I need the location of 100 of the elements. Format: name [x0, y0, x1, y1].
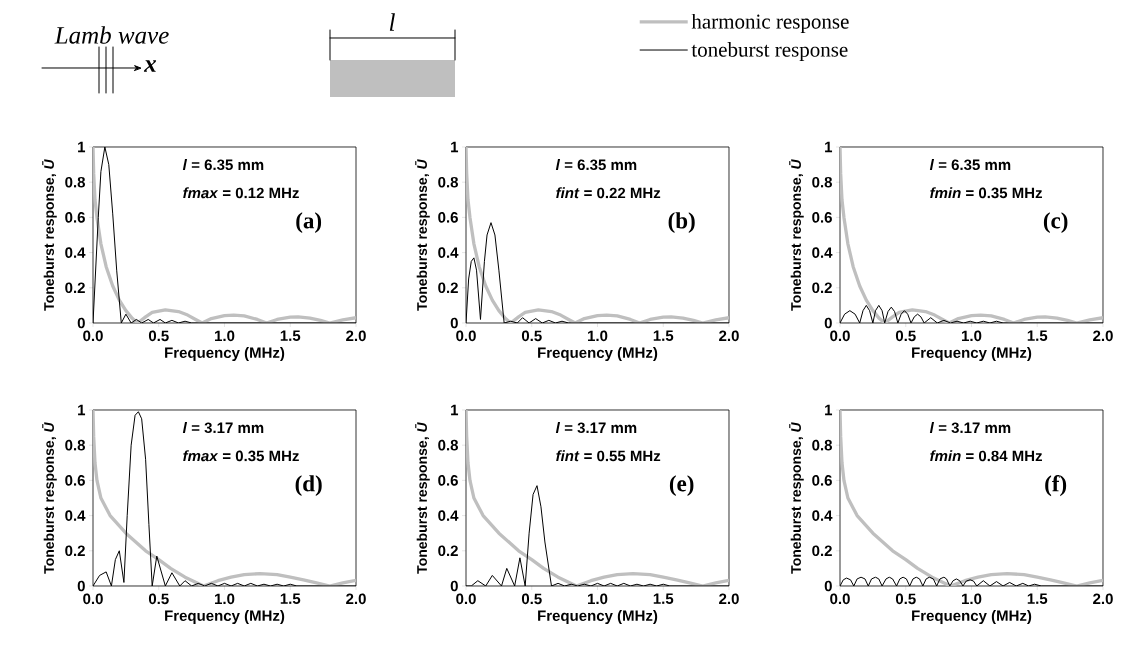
y-tick-label: 1 [451, 404, 459, 416]
annotation: fmin = 0.35 MHz [930, 187, 1042, 199]
y-tick-label: 1 [825, 141, 833, 153]
y-axis-title: Toneburst response, Ū [42, 422, 57, 574]
line-series [840, 409, 1103, 586]
annotation: fmin = 0.84 MHz [930, 450, 1042, 462]
line-series [93, 146, 356, 323]
annotation: fint = 0.55 MHz [556, 450, 661, 462]
y-tick-label: 0.8 [438, 439, 458, 451]
y-tick-label: 0.2 [438, 282, 458, 294]
y-tick-label: 0.4 [438, 247, 459, 258]
y-tick-label: 1 [451, 141, 459, 153]
y-tick-label: 0.8 [812, 439, 832, 451]
y-tick-label: 0.4 [438, 510, 459, 521]
y-tick-label: 0.4 [65, 247, 86, 258]
x-tick-label: 0.5 [521, 330, 542, 342]
x-axis-title: Frequency (MHz) [912, 610, 1032, 624]
y-tick-label: 1 [78, 404, 86, 416]
y-axis-title: Toneburst response, Ū [789, 159, 804, 311]
y-tick-label: 0 [450, 317, 458, 329]
annotation: (d) [295, 475, 322, 497]
annotation: l = 3.17 mm [182, 422, 264, 434]
x-axis-title: Frequency (MHz) [538, 610, 658, 624]
annotation: fmax = 0.12 MHz [183, 187, 299, 199]
y-tick-label: 0.6 [65, 212, 85, 223]
legend-label: toneburst response [691, 41, 848, 62]
y-axis-title: Toneburst response, Ū [42, 159, 57, 311]
y-tick-label: 0.6 [438, 212, 458, 223]
y-tick-label: 0.8 [65, 439, 86, 451]
x-tick-label: 2.0 [719, 330, 739, 342]
line-series [840, 146, 1103, 323]
y-tick-label: 0.2 [812, 545, 832, 557]
annotation: fint = 0.22 MHz [556, 187, 661, 199]
x-tick-label: 0.0 [456, 593, 476, 605]
line-series [466, 409, 729, 586]
x-tick-label: 1.0 [962, 330, 982, 342]
y-tick-label: 0 [77, 317, 85, 329]
x-tick-label: 0.5 [148, 330, 169, 342]
x-tick-label: 2.0 [1093, 593, 1113, 605]
annotation: (f) [1045, 475, 1067, 497]
x-tick-label: 2.0 [719, 593, 739, 605]
y-axis-title: Toneburst response, Ū [789, 422, 804, 574]
legend-label: harmonic response [691, 13, 849, 33]
text: x [143, 60, 157, 72]
annotation: (a) [296, 212, 322, 234]
x-tick-label: 2.0 [346, 593, 366, 605]
y-tick-label: 0.8 [438, 176, 458, 188]
line-series [466, 146, 729, 323]
x-tick-label: 0.5 [895, 330, 916, 342]
y-tick-label: 0.6 [65, 475, 85, 486]
y-tick-label: 0.6 [812, 212, 832, 223]
y-tick-label: 0 [450, 580, 458, 592]
x-tick-label: 1.0 [215, 330, 235, 342]
y-tick-label: 0.4 [812, 510, 833, 521]
x-tick-label: 1.5 [1027, 330, 1048, 341]
annotation: l = 3.17 mm [555, 422, 637, 434]
y-tick-label: 0 [824, 580, 832, 592]
x-tick-label: 0.0 [83, 593, 103, 605]
x-tick-label: 1.5 [653, 593, 674, 604]
y-tick-label: 0.8 [65, 176, 86, 188]
x-tick-label: 1.5 [280, 330, 301, 341]
x-axis-title: Frequency (MHz) [165, 347, 285, 361]
annotation: l = 3.17 mm [929, 422, 1011, 434]
y-tick-label: 0.4 [65, 510, 86, 521]
x-tick-label: 0.5 [148, 593, 169, 605]
y-tick-label: 0.6 [812, 475, 832, 486]
x-tick-label: 1.0 [588, 330, 608, 342]
x-axis-title: Frequency (MHz) [538, 347, 658, 361]
x-tick-label: 0.0 [830, 330, 850, 342]
text: Lamb wave [54, 26, 169, 44]
y-tick-label: 0.4 [812, 247, 833, 258]
x-tick-label: 1.5 [653, 330, 674, 341]
y-tick-label: 0.2 [438, 545, 458, 557]
x-tick-label: 1.5 [280, 593, 301, 604]
y-tick-label: 1 [825, 404, 833, 416]
y-tick-label: 0.2 [65, 545, 85, 557]
annotation: fmax = 0.35 MHz [183, 450, 299, 462]
x-tick-label: 0.0 [456, 330, 476, 342]
x-tick-label: 1.0 [588, 593, 608, 605]
y-tick-label: 0 [824, 317, 832, 329]
y-tick-label: 0.6 [438, 475, 458, 486]
annotation: (c) [1043, 212, 1068, 234]
annotation: (e) [669, 475, 694, 497]
annotation: l = 6.35 mm [182, 159, 264, 171]
x-tick-label: 2.0 [1093, 330, 1113, 342]
x-tick-label: 0.5 [895, 593, 916, 605]
y-axis-title: Toneburst response, Ū [415, 159, 430, 311]
y-axis-title: Toneburst response, Ū [415, 422, 430, 574]
x-tick-label: 0.5 [521, 593, 542, 605]
x-tick-label: 1.0 [962, 593, 982, 605]
y-tick-label: 1 [78, 141, 86, 153]
y-tick-label: 0.2 [65, 282, 85, 294]
x-tick-label: 0.0 [83, 330, 103, 342]
x-tick-label: 1.5 [1027, 593, 1048, 604]
text: l [389, 13, 395, 31]
y-tick-label: 0 [77, 580, 85, 592]
annotation: (b) [668, 212, 695, 234]
annotation: l = 6.35 mm [929, 159, 1011, 171]
x-tick-label: 2.0 [346, 330, 366, 342]
y-tick-label: 0.8 [812, 176, 832, 188]
